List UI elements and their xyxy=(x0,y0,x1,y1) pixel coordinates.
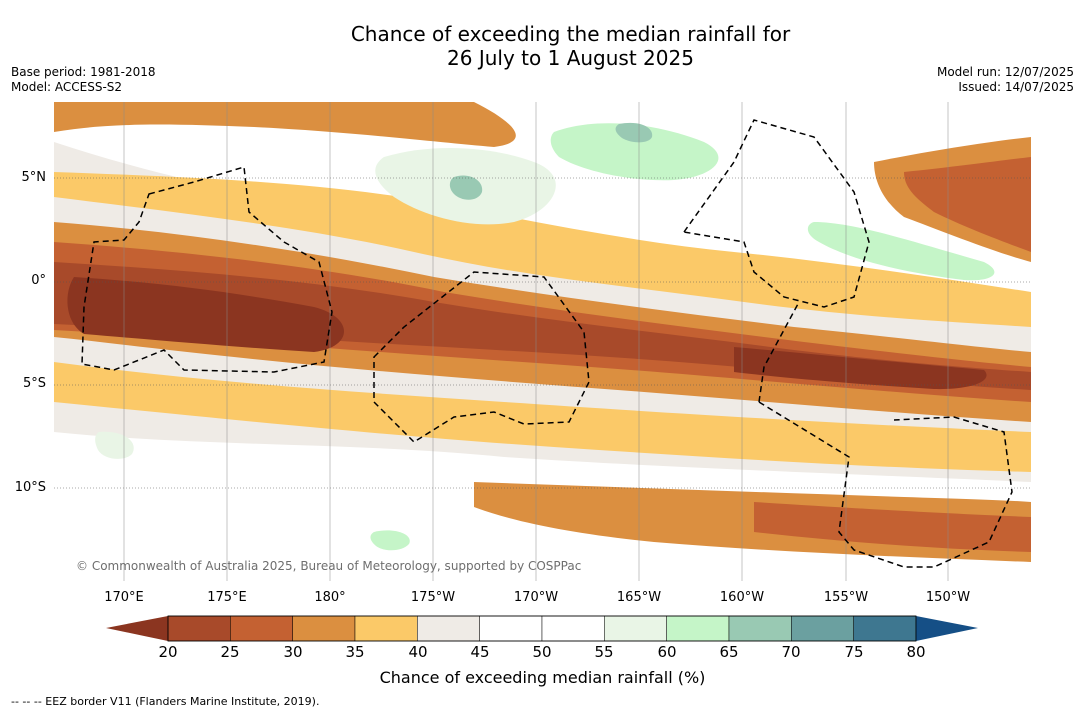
cb-tick-25: 25 xyxy=(220,643,240,661)
band-darkest-east xyxy=(734,347,987,390)
colorbar-frame xyxy=(167,615,917,642)
cb-tick-60: 60 xyxy=(657,643,677,661)
colorbar xyxy=(106,615,978,642)
title-line-2: 26 July to 1 August 2025 xyxy=(447,46,694,70)
wet-patch-core xyxy=(615,122,653,143)
cb-tick-50: 50 xyxy=(532,643,552,661)
rainfall-map xyxy=(54,102,1031,581)
band-brown-south xyxy=(754,502,1031,552)
cb-tick-80: 80 xyxy=(906,643,926,661)
colorbar-segment xyxy=(167,615,231,642)
lon-label-175e: 175°E xyxy=(207,590,247,605)
cb-tick-55: 55 xyxy=(594,643,614,661)
colorbar-segment xyxy=(292,615,356,642)
graticule-meridians xyxy=(123,102,949,581)
wet-patch-sw xyxy=(370,530,410,551)
colorbar-segment xyxy=(853,615,917,642)
base-period: Base period: 1981-2018 xyxy=(11,65,156,79)
band-brown-northeast xyxy=(904,157,1031,252)
eez-borders xyxy=(81,119,1013,568)
colorbar-segments xyxy=(167,615,917,642)
colorbar-segment xyxy=(230,615,293,642)
band-yellow-south xyxy=(54,362,1031,472)
cb-tick-40: 40 xyxy=(408,643,428,661)
lon-label-150w: 150°W xyxy=(925,590,971,605)
cb-tick-45: 45 xyxy=(470,643,490,661)
eez-legend-note: -- -- -- EEZ border V11 (Flanders Marine… xyxy=(11,695,320,708)
colorbar-label: Chance of exceeding median rainfall (%) xyxy=(379,668,706,687)
band-yellow-north xyxy=(54,172,1031,327)
cb-tick-65: 65 xyxy=(719,643,739,661)
cb-tick-20: 20 xyxy=(158,643,178,661)
copyright-notice: © Commonwealth of Australia 2025, Bureau… xyxy=(76,559,582,573)
lon-label-170e: 170°E xyxy=(104,590,144,605)
colorbar-segment xyxy=(354,615,418,642)
band-orange-northwest xyxy=(54,102,516,147)
colorbar-segment xyxy=(479,615,543,642)
colorbar-segment xyxy=(791,615,854,642)
map-title: Chance of exceeding the median rainfall … xyxy=(0,22,1085,70)
colorbar-segment xyxy=(666,615,730,642)
lat-label-5n: 5°N xyxy=(21,170,47,185)
lon-label-155w: 155°W xyxy=(823,590,869,605)
lon-label-160w: 160°W xyxy=(719,590,765,605)
lat-label-5s: 5°S xyxy=(22,376,46,391)
wet-patch-center xyxy=(550,123,719,181)
lat-label-10s: 10°S xyxy=(14,480,46,495)
colorbar-segment xyxy=(728,615,792,642)
cb-tick-35: 35 xyxy=(345,643,365,661)
lon-label-170w: 170°W xyxy=(513,590,559,605)
lon-label-175w: 175°W xyxy=(410,590,456,605)
band-darkest-west xyxy=(67,277,344,352)
graticule xyxy=(54,177,1031,489)
model-run: Model run: 12/07/2025 xyxy=(936,65,1074,79)
lat-label-0: 0° xyxy=(31,273,46,288)
lon-label-165w: 165°W xyxy=(616,590,662,605)
colorbar-segment xyxy=(604,615,667,642)
cb-tick-30: 30 xyxy=(283,643,303,661)
issued-date: Issued: 14/07/2025 xyxy=(958,80,1074,94)
cb-tick-70: 70 xyxy=(781,643,801,661)
wet-patch-east-core xyxy=(449,175,483,200)
meta-left: Base period: 1981-2018 Model: ACCESS-S2 xyxy=(11,65,156,95)
cb-tick-75: 75 xyxy=(844,643,864,661)
colorbar-upper-extend xyxy=(916,616,978,641)
colorbar-segment xyxy=(541,615,605,642)
model-name: Model: ACCESS-S2 xyxy=(11,80,123,94)
colorbar-lower-extend xyxy=(106,616,168,641)
lon-label-180: 180° xyxy=(314,590,346,605)
meta-right: Model run: 12/07/2025 Issued: 14/07/2025 xyxy=(937,65,1074,95)
colorbar-segment xyxy=(417,615,480,642)
title-line-1: Chance of exceeding the median rainfall … xyxy=(350,22,791,46)
